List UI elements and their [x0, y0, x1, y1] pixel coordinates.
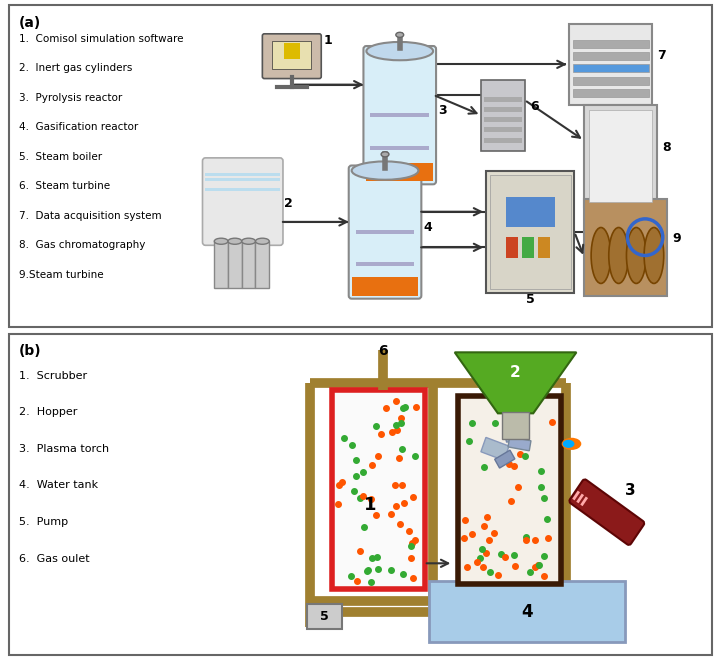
Ellipse shape [609, 228, 629, 284]
Text: 5.  Pump: 5. Pump [19, 517, 68, 527]
Bar [458, 396, 561, 584]
Text: 9.Steam turbine: 9.Steam turbine [19, 270, 104, 280]
Text: 6: 6 [379, 344, 388, 358]
Text: 2.  Hopper: 2. Hopper [19, 407, 77, 417]
Bar [272, 41, 311, 70]
Text: 1.  Scrubber: 1. Scrubber [19, 371, 87, 380]
Bar [573, 89, 648, 97]
Bar [205, 189, 280, 191]
Text: 6.  Steam turbine: 6. Steam turbine [19, 181, 110, 191]
Text: 9: 9 [672, 232, 681, 245]
Bar [429, 581, 625, 642]
Polygon shape [455, 353, 576, 413]
Bar [503, 425, 526, 442]
Ellipse shape [255, 238, 269, 244]
Text: 8: 8 [663, 141, 671, 154]
Text: 2: 2 [284, 197, 293, 210]
Ellipse shape [242, 238, 255, 244]
FancyBboxPatch shape [203, 158, 283, 245]
Ellipse shape [352, 161, 418, 180]
Bar [355, 262, 415, 266]
Ellipse shape [591, 228, 611, 284]
Bar [484, 97, 522, 102]
Ellipse shape [562, 440, 575, 448]
Bar [490, 175, 570, 289]
Text: 1: 1 [364, 496, 376, 514]
Ellipse shape [396, 33, 404, 37]
FancyBboxPatch shape [262, 34, 322, 78]
Bar [355, 230, 415, 234]
Bar [505, 237, 518, 258]
Bar [484, 127, 522, 132]
Ellipse shape [228, 238, 242, 244]
FancyBboxPatch shape [570, 479, 645, 545]
Bar [371, 146, 429, 150]
Bar [481, 438, 509, 460]
Bar [242, 241, 255, 288]
Text: 2.  Inert gas cylinders: 2. Inert gas cylinders [19, 63, 133, 73]
Text: 8.  Gas chromatography: 8. Gas chromatography [19, 240, 146, 250]
Bar [523, 237, 534, 258]
Bar [505, 197, 555, 227]
FancyBboxPatch shape [349, 165, 421, 299]
Bar [584, 105, 658, 207]
Text: 3.  Pyrolysis reactor: 3. Pyrolysis reactor [19, 93, 123, 103]
Bar [508, 437, 531, 451]
Text: 6: 6 [530, 100, 539, 113]
Bar [484, 137, 522, 143]
Bar [307, 604, 342, 629]
Text: 6.  Gas oulet: 6. Gas oulet [19, 554, 89, 564]
Bar [573, 52, 648, 60]
Text: 3.  Plasma torch: 3. Plasma torch [19, 444, 109, 454]
Text: 7: 7 [658, 49, 666, 62]
Text: (b): (b) [19, 344, 42, 358]
Bar [255, 241, 269, 288]
Ellipse shape [381, 152, 389, 157]
Bar [502, 412, 529, 439]
Text: 3: 3 [625, 483, 636, 498]
Text: 4.  Gasification reactor: 4. Gasification reactor [19, 122, 138, 132]
Text: 5.  Steam boiler: 5. Steam boiler [19, 152, 102, 162]
Bar [371, 113, 429, 117]
Bar [573, 40, 648, 48]
Text: 1: 1 [323, 34, 332, 47]
Bar [588, 110, 653, 202]
Bar [205, 178, 280, 181]
Bar [495, 450, 515, 468]
Bar [484, 107, 522, 112]
Ellipse shape [214, 238, 228, 244]
Bar [584, 199, 667, 295]
Bar [205, 173, 280, 176]
Bar [573, 76, 648, 85]
Text: 4: 4 [521, 603, 533, 621]
Bar [284, 43, 300, 59]
Bar [352, 278, 418, 295]
Bar [228, 241, 242, 288]
Bar [573, 64, 648, 72]
Text: 4: 4 [423, 220, 432, 234]
Text: 3: 3 [438, 104, 446, 117]
Bar [332, 390, 425, 589]
Bar [481, 80, 525, 151]
Text: 2: 2 [510, 365, 521, 380]
Text: 7.  Data acquisition system: 7. Data acquisition system [19, 210, 162, 220]
Bar [538, 237, 550, 258]
Text: 1.  Comisol simulation software: 1. Comisol simulation software [19, 34, 183, 44]
Bar [486, 171, 575, 293]
Text: (a): (a) [19, 15, 41, 29]
Ellipse shape [366, 42, 433, 60]
Ellipse shape [627, 228, 646, 284]
Text: 5: 5 [526, 293, 535, 306]
Ellipse shape [644, 228, 664, 284]
Bar [366, 163, 433, 181]
Bar [569, 24, 653, 105]
Bar [484, 117, 522, 122]
Text: 5: 5 [320, 610, 329, 623]
Text: 4.  Water tank: 4. Water tank [19, 481, 98, 491]
Bar [214, 241, 228, 288]
Ellipse shape [562, 438, 581, 450]
FancyBboxPatch shape [363, 46, 436, 185]
